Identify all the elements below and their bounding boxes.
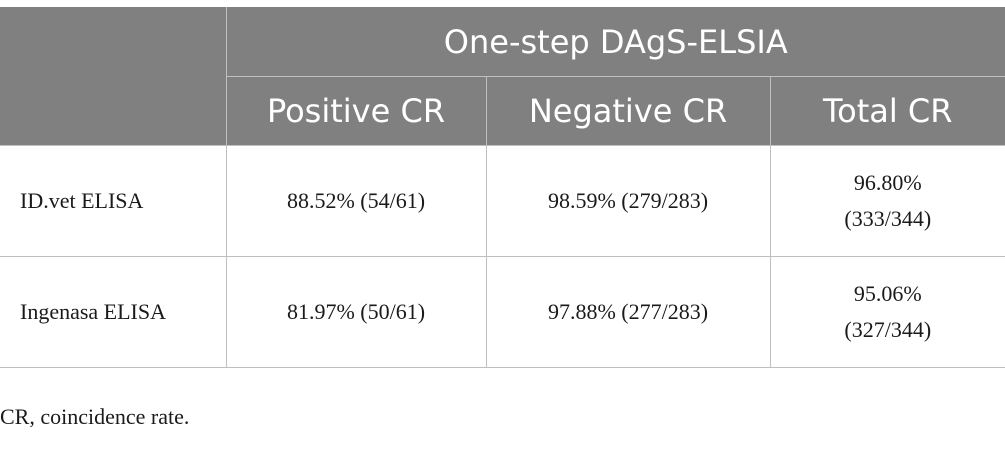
column-header-positive: Positive CR bbox=[225, 76, 486, 146]
header-row-columns: Positive CR Negative CR Total CR bbox=[0, 76, 1005, 146]
row-label: ID.vet ELISA bbox=[0, 145, 226, 257]
total-cr-cell: 96.80% (333/344) bbox=[769, 145, 1005, 257]
positive-cr-cell: 81.97% (50/61) bbox=[225, 256, 486, 368]
negative-cr-cell: 98.59% (279/283) bbox=[485, 145, 770, 257]
header-row-group: One-step DAgS-ELSIA bbox=[0, 7, 1005, 146]
positive-cr-cell: 88.52% (54/61) bbox=[225, 145, 486, 257]
total-cr-cell: 95.06% (327/344) bbox=[769, 256, 1005, 368]
results-table: One-step DAgS-ELSIA Positive CR Negative… bbox=[0, 7, 1005, 368]
negative-cr-cell: 97.88% (277/283) bbox=[485, 256, 770, 368]
row-label: Ingenasa ELISA bbox=[0, 256, 226, 368]
group-header: One-step DAgS-ELSIA bbox=[225, 7, 1005, 77]
table-row: Ingenasa ELISA 81.97% (50/61) 97.88% (27… bbox=[0, 256, 1005, 368]
table-row: ID.vet ELISA 88.52% (54/61) 98.59% (279/… bbox=[0, 145, 1005, 257]
column-header-total: Total CR bbox=[769, 76, 1005, 146]
corner-cell bbox=[0, 7, 226, 146]
column-header-negative: Negative CR bbox=[485, 76, 770, 146]
table-footnote: CR, coincidence rate. bbox=[0, 404, 190, 429]
